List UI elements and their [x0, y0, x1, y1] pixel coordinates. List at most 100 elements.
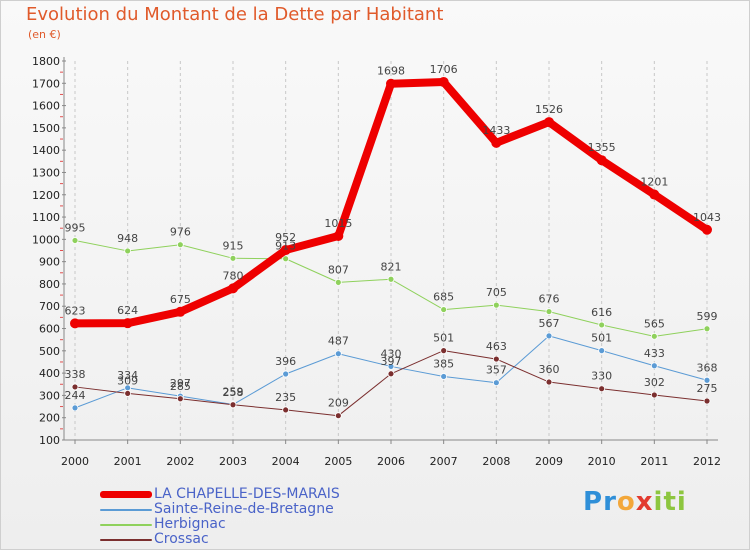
data-label: 334 — [117, 369, 138, 382]
data-point — [175, 306, 186, 317]
data-point — [70, 318, 80, 329]
proxiti-logo: Proxiti — [583, 487, 687, 517]
data-point — [440, 373, 448, 380]
legend-swatch — [100, 524, 152, 526]
data-point — [229, 401, 237, 409]
x-tick-label: 2008 — [482, 455, 510, 468]
y-tick-label: 900 — [39, 256, 60, 269]
data-point — [703, 397, 711, 405]
data-label: 433 — [644, 347, 665, 360]
data-label: 309 — [117, 374, 138, 387]
data-label: 1526 — [535, 103, 563, 116]
data-point — [703, 376, 711, 384]
data-label: 1355 — [588, 141, 616, 154]
legend-swatch — [100, 539, 152, 541]
data-point — [71, 383, 79, 391]
y-tick-label: 700 — [39, 300, 60, 313]
y-tick-label: 1600 — [32, 100, 60, 113]
y-tick-label: 500 — [39, 345, 60, 358]
data-label: 599 — [697, 310, 718, 323]
logo-letter: i — [653, 487, 664, 517]
logo-letter: x — [635, 487, 654, 517]
y-tick-label: 200 — [39, 412, 60, 425]
data-point — [598, 321, 606, 329]
y-tick-label: 1200 — [32, 189, 60, 202]
data-label: 209 — [328, 397, 349, 410]
data-point — [282, 370, 290, 378]
y-tick-label: 1400 — [32, 144, 60, 157]
data-label: 616 — [591, 306, 612, 319]
data-label: 1015 — [324, 217, 352, 230]
data-label: 685 — [433, 291, 454, 304]
data-label: 913 — [275, 240, 296, 253]
data-label: 676 — [539, 293, 560, 306]
data-label: 258 — [223, 386, 244, 399]
x-tick-label: 2011 — [640, 455, 668, 468]
data-point — [703, 325, 711, 333]
chart-series — [70, 76, 712, 420]
data-point — [650, 362, 658, 370]
data-label: 244 — [65, 389, 86, 402]
data-point — [596, 155, 607, 166]
data-label: 501 — [591, 332, 612, 345]
data-point — [280, 245, 291, 256]
y-tick-label: 400 — [39, 367, 60, 380]
data-point — [438, 76, 449, 87]
data-label: 952 — [275, 231, 296, 244]
data-point — [176, 395, 184, 403]
data-point — [650, 332, 658, 340]
data-point — [124, 247, 132, 255]
data-label: 338 — [65, 368, 86, 381]
data-label: 623 — [65, 304, 86, 317]
data-label: 995 — [65, 221, 86, 234]
data-point — [440, 347, 448, 355]
data-point — [387, 363, 395, 370]
data-point — [71, 237, 79, 244]
x-tick-label: 2009 — [535, 455, 563, 468]
data-label: 1433 — [482, 124, 510, 137]
data-label: 360 — [539, 363, 560, 376]
data-point — [650, 391, 658, 399]
data-label: 275 — [697, 382, 718, 395]
y-tick-label: 300 — [39, 389, 60, 402]
data-label: 948 — [117, 232, 138, 245]
data-label: 297 — [170, 377, 191, 390]
data-label: 567 — [539, 317, 560, 330]
data-point — [333, 231, 344, 242]
legend-label: LA CHAPELLE-DES-MARAIS — [154, 486, 340, 502]
x-tick-label: 2001 — [114, 455, 142, 468]
data-label: 259 — [223, 386, 244, 399]
y-tick-label: 1500 — [32, 122, 60, 135]
data-label: 624 — [117, 304, 138, 317]
logo-letter: i — [676, 487, 687, 517]
data-label: 1706 — [430, 63, 458, 76]
legend-label: Crossac — [154, 531, 209, 547]
chart-data-labels: 995 948 976 915 913 807 821 685 705 676 616 565 599 2… — [65, 63, 722, 410]
data-point — [545, 308, 553, 315]
data-point — [386, 78, 396, 89]
data-point — [229, 254, 237, 262]
data-point — [491, 137, 502, 148]
x-tick-label: 2007 — [430, 455, 458, 468]
data-point — [598, 385, 606, 393]
data-point — [598, 347, 606, 355]
data-label: 330 — [591, 370, 612, 383]
data-label: 302 — [644, 376, 665, 389]
y-tick-label: 1800 — [32, 55, 60, 68]
chart-axes: 2000 2001 2002 2003 2004 2005 2006 2007 2008 2009… — [32, 55, 721, 468]
data-label: 915 — [223, 239, 244, 252]
data-point — [492, 355, 500, 363]
data-label: 1201 — [640, 176, 668, 189]
x-tick-label: 2000 — [61, 455, 89, 468]
data-point — [702, 224, 712, 235]
data-label: 705 — [486, 286, 507, 299]
x-tick-label: 2003 — [219, 455, 247, 468]
data-point — [387, 275, 395, 283]
data-label: 397 — [381, 355, 402, 368]
data-point — [122, 318, 133, 329]
data-label: 565 — [644, 317, 665, 330]
logo-letter: o — [616, 487, 636, 517]
data-label: 385 — [433, 357, 454, 370]
data-point — [334, 350, 342, 358]
